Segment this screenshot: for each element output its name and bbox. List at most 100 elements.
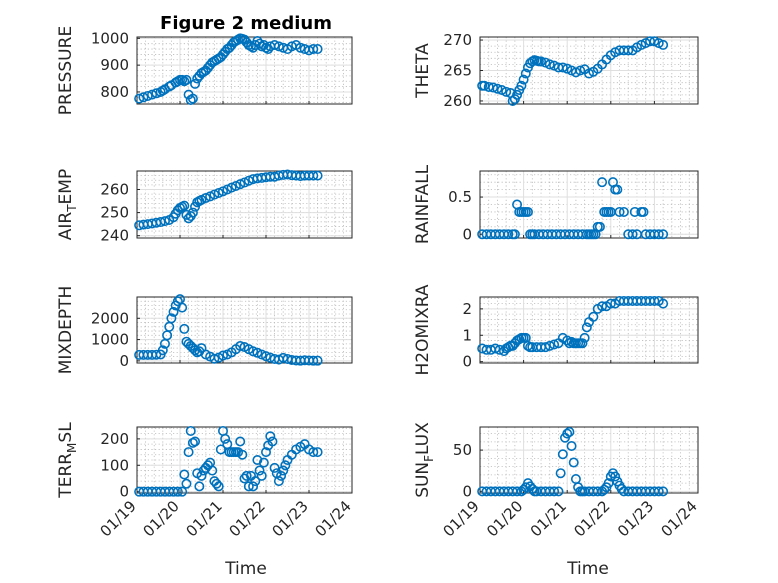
data-point <box>142 90 153 101</box>
data-point <box>190 78 201 89</box>
data-point <box>592 486 603 497</box>
y-axis-label: AIRTEMP <box>56 169 79 240</box>
subplot-3: 240 250 260 AIRTEMP <box>56 169 353 245</box>
data-point <box>605 298 616 309</box>
y-tick-label: 240 <box>100 227 129 245</box>
data-point <box>190 345 201 356</box>
data-series <box>134 33 323 105</box>
data-point <box>237 449 248 460</box>
data-point <box>179 323 190 334</box>
data-point <box>260 42 271 53</box>
data-point <box>177 302 188 313</box>
data-point <box>260 447 271 458</box>
data-point <box>312 355 323 366</box>
y-tick-label: 0 <box>119 352 129 370</box>
data-point <box>254 465 265 476</box>
y-axis-label: RAINFALL <box>413 164 433 244</box>
data-point <box>273 476 284 487</box>
data-point <box>649 295 660 306</box>
data-point <box>278 465 289 476</box>
data-point <box>187 207 198 218</box>
data-point <box>614 206 625 217</box>
y-tick-label: 800 <box>100 83 129 101</box>
axes-frame <box>479 296 699 364</box>
data-point <box>207 465 218 476</box>
data-point <box>616 483 627 494</box>
data-point <box>308 44 319 55</box>
data-point <box>179 76 190 87</box>
data-point <box>215 444 226 455</box>
data-point <box>308 170 319 181</box>
y-tick-label: 50 <box>453 441 472 459</box>
data-point <box>269 462 280 473</box>
y-axis-label: SUNFLUX <box>413 422 436 498</box>
data-point <box>295 42 306 53</box>
subplot-2: 260 265 270 THETA <box>413 31 699 110</box>
data-point <box>488 82 499 93</box>
y-tick-label: 0.5 <box>448 188 472 206</box>
data-series <box>134 294 323 366</box>
data-point <box>562 335 573 346</box>
data-point <box>516 80 527 91</box>
data-point <box>540 342 551 353</box>
data-point <box>658 486 669 497</box>
data-point <box>250 476 261 487</box>
data-point <box>181 478 192 489</box>
data-point <box>151 349 162 360</box>
data-point <box>211 478 222 489</box>
subplot-6: 0 1 2 H2OMIXRA <box>413 284 699 376</box>
data-point <box>553 486 564 497</box>
data-point <box>512 89 523 100</box>
y-axis-label: H2OMIXRA <box>413 284 433 375</box>
data-point <box>557 449 568 460</box>
data-point <box>168 306 179 317</box>
y-tick-label: 2000 <box>91 309 129 327</box>
data-point <box>312 170 323 181</box>
data-point <box>658 229 669 240</box>
subplot-1: 800 900 1000 PRESSURE <box>56 26 353 115</box>
y-axis-label: MIXDEPTH <box>56 286 76 375</box>
data-point <box>190 436 201 447</box>
data-point <box>638 206 649 217</box>
y-tick-label: 2 <box>462 300 472 318</box>
data-point <box>260 351 271 362</box>
data-point <box>312 447 323 458</box>
data-point <box>588 311 599 322</box>
data-point <box>177 486 188 497</box>
data-point <box>492 83 503 94</box>
data-point <box>308 447 319 458</box>
data-point <box>579 332 590 343</box>
data-point <box>183 447 194 458</box>
data-point <box>209 189 220 200</box>
data-point <box>544 340 555 351</box>
y-tick-label: 265 <box>443 62 472 80</box>
data-point <box>243 481 254 492</box>
data-point <box>194 481 205 492</box>
data-point <box>213 187 224 198</box>
data-point <box>265 431 276 442</box>
data-point <box>575 65 586 76</box>
data-point <box>490 343 501 354</box>
y-tick-label: 1 <box>462 326 472 344</box>
data-point <box>159 216 170 227</box>
y-tick-label: 0 <box>119 483 129 501</box>
data-point <box>218 350 229 361</box>
data-point <box>549 339 560 350</box>
data-point <box>653 486 664 497</box>
data-point <box>138 92 149 103</box>
data-point <box>623 45 634 56</box>
data-point <box>581 322 592 333</box>
data-point <box>276 470 287 481</box>
data-point <box>312 44 323 55</box>
data-point <box>494 344 505 355</box>
data-point <box>555 468 566 479</box>
y-tick-label: 260 <box>100 180 129 198</box>
data-point <box>597 301 608 312</box>
subplot-4: 0 0.5 RAINFALL <box>413 164 699 244</box>
data-point <box>151 88 162 99</box>
data-point <box>235 436 246 447</box>
data-point <box>185 425 196 436</box>
y-tick-label: 100 <box>100 456 129 474</box>
data-point <box>512 486 523 497</box>
